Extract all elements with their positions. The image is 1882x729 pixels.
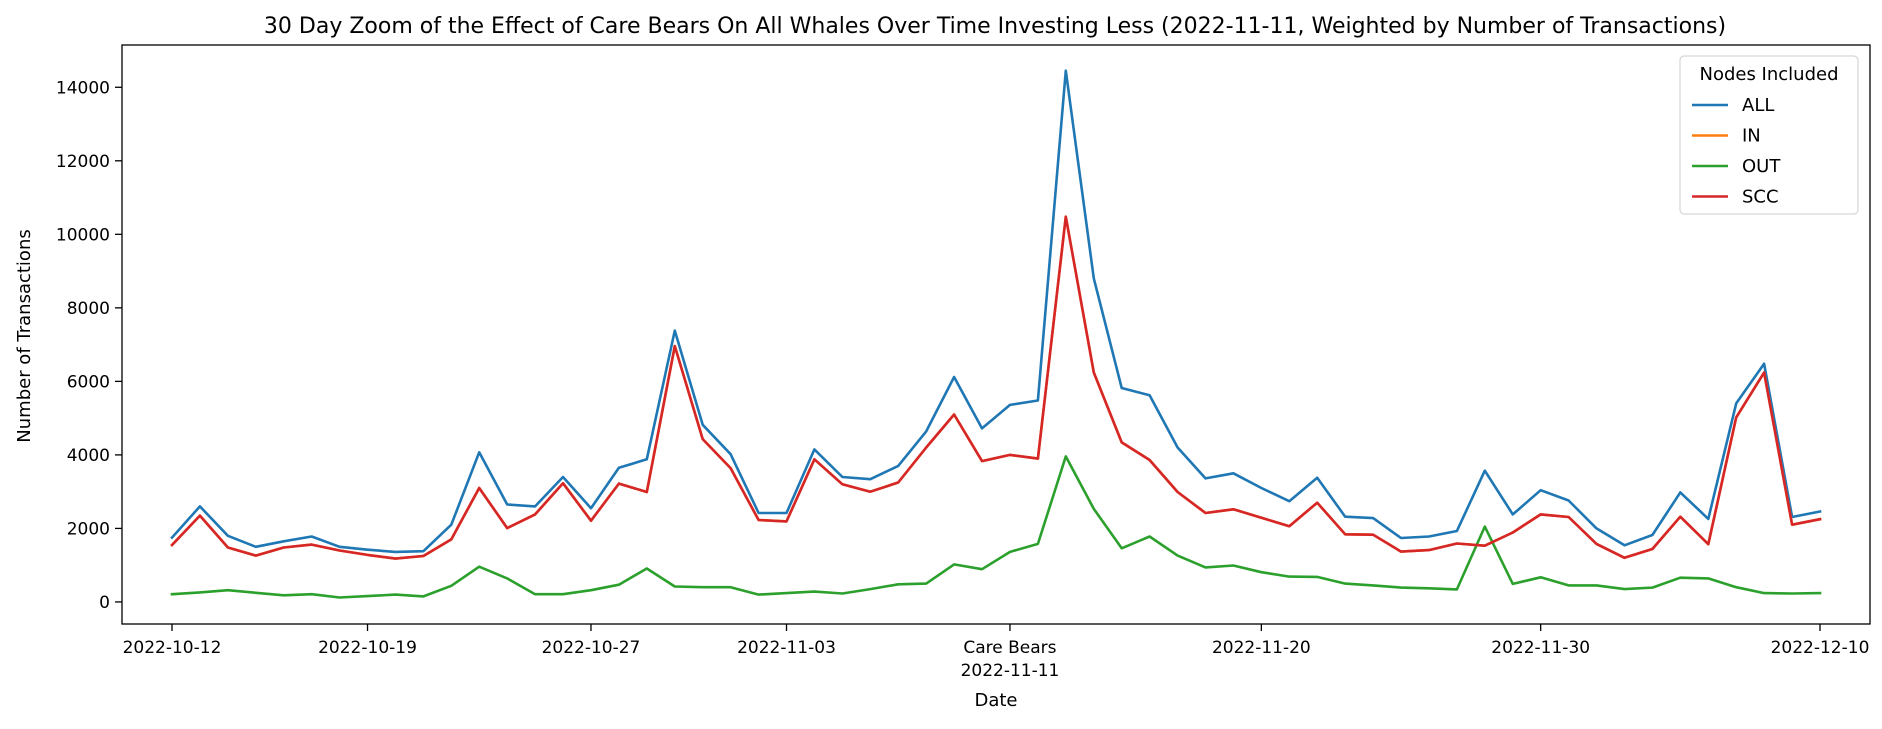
- legend: Nodes Included ALL IN OUT SCC: [1679, 55, 1859, 215]
- legend-label: IN: [1742, 126, 1761, 147]
- x-tick-label: 2022-10-27: [542, 638, 641, 658]
- x-tick-sublabel: 2022-11-11: [961, 661, 1060, 681]
- chart-title: 30 Day Zoom of the Effect of Care Bears …: [264, 14, 1726, 39]
- y-tick-label: 2000: [67, 519, 110, 539]
- series-line-all: [170, 69, 1822, 554]
- series-line-scc: [170, 215, 1822, 560]
- x-tick-label: 2022-10-19: [318, 638, 417, 658]
- legend-items: ALL IN OUT SCC: [1692, 95, 1781, 208]
- x-tick-label: 2022-11-20: [1212, 638, 1311, 658]
- legend-title: Nodes Included: [1699, 64, 1838, 85]
- y-tick-label: 8000: [67, 299, 110, 319]
- y-tick-label: 14000: [56, 78, 110, 98]
- y-tick-label: 4000: [67, 446, 110, 466]
- x-tick-label: 2022-11-03: [737, 638, 836, 658]
- x-tick-label: 2022-10-12: [123, 638, 222, 658]
- legend-label: OUT: [1742, 156, 1781, 177]
- x-tick-label: Care Bears: [963, 638, 1056, 658]
- x-tick-label: 2022-11-30: [1491, 638, 1590, 658]
- x-axis-label: Date: [974, 690, 1017, 711]
- y-tick-label: 12000: [56, 152, 110, 172]
- series-line-out: [170, 455, 1822, 599]
- legend-label: SCC: [1742, 187, 1779, 208]
- y-axis-label: Number of Transactions: [14, 229, 35, 442]
- ticks-layer: 0 2000 4000 6000 8000 10000 12000 14000 2022-10-…: [56, 78, 1869, 681]
- y-tick-label: 10000: [56, 225, 110, 245]
- series-lines: [170, 69, 1822, 599]
- x-tick-label: 2022-12-10: [1771, 638, 1870, 658]
- legend-label: ALL: [1742, 95, 1774, 116]
- y-tick-label: 6000: [67, 372, 110, 392]
- plot-frame: [121, 44, 1871, 625]
- y-tick-label: 0: [99, 593, 110, 613]
- legend-box: [1679, 55, 1859, 215]
